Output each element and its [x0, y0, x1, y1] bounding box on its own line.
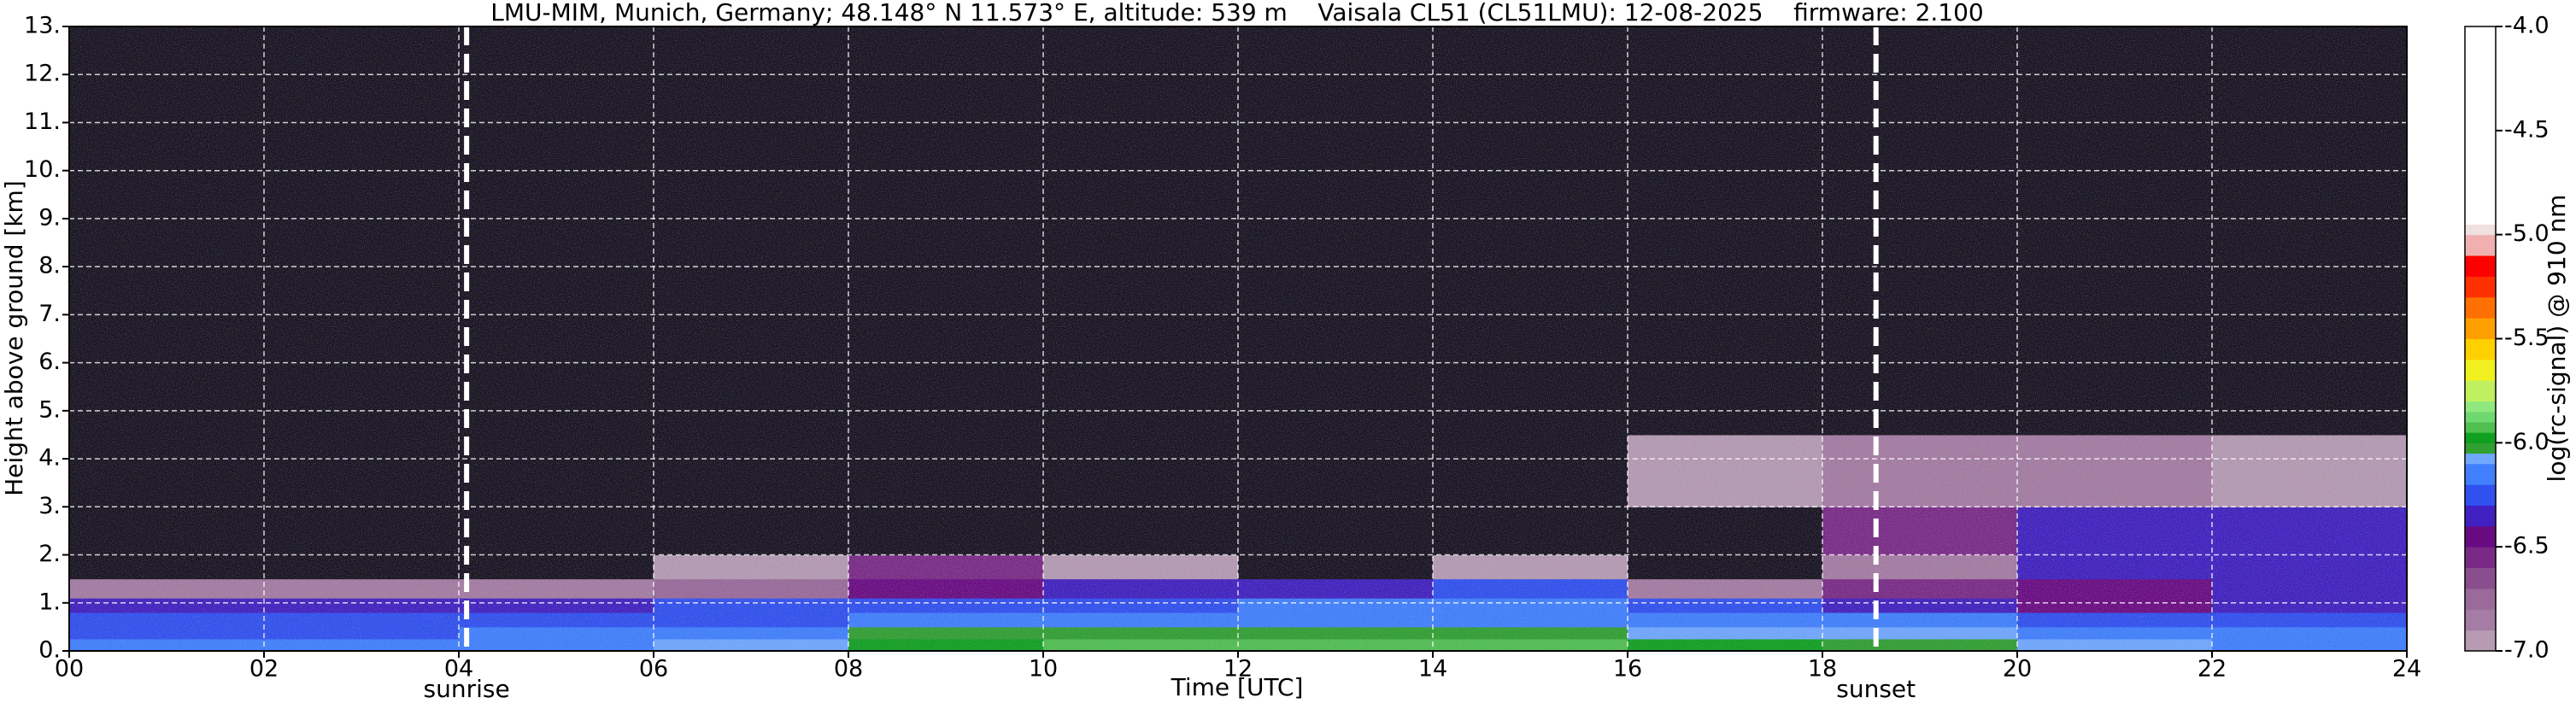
x-axis-label: Time [UTC] [1171, 673, 1304, 701]
colorbar-tick-label: -5.0 [2504, 220, 2550, 247]
colorbar-segment [2465, 26, 2496, 225]
colorbar-tick-label: -5.5 [2504, 325, 2550, 351]
colorbar-tick-label: -6.5 [2504, 533, 2550, 560]
colorbar-tick-label: -4.5 [2504, 116, 2550, 143]
colorbar-segment [2465, 411, 2496, 423]
y-tick-label: 12. [24, 61, 61, 87]
x-tick-label: 16 [1613, 656, 1642, 683]
colorbar-segment [2465, 338, 2496, 360]
colorbar-segment [2465, 505, 2496, 527]
colorbar-label: log(rc-signal) @ 910 nm [2543, 195, 2571, 483]
y-tick-label: 11. [24, 108, 61, 135]
x-tick-label: 24 [2392, 656, 2421, 683]
y-tick-label: 7. [38, 301, 61, 327]
x-tick-label: 00 [55, 656, 84, 683]
y-tick-label: 2. [38, 541, 61, 567]
colorbar-segment [2465, 463, 2496, 485]
event-label: sunset [1836, 675, 1916, 703]
colorbar-segment [2465, 630, 2496, 652]
colorbar-segment [2465, 567, 2496, 589]
x-tick-label: 08 [834, 656, 863, 683]
x-tick-label: 12 [1223, 656, 1253, 683]
event-label: sunrise [424, 675, 510, 703]
colorbar-segment [2465, 234, 2496, 256]
x-tick-label: 02 [249, 656, 279, 683]
x-tick-label: 14 [1418, 656, 1447, 683]
colorbar-segment [2465, 453, 2496, 465]
x-tick-label: 10 [1029, 656, 1058, 683]
y-tick-label: 8. [38, 253, 61, 279]
colorbar-segment [2465, 442, 2496, 454]
x-tick-label: 06 [639, 656, 668, 683]
colorbar-segment [2465, 224, 2496, 236]
colorbar-segment [2465, 547, 2496, 569]
chart-title: LMU-MIM, Munich, Germany; 48.148° N 11.5… [490, 0, 1984, 26]
colorbar-segment [2465, 432, 2496, 443]
colorbar-segment [2465, 296, 2496, 319]
plot-frame [68, 26, 2408, 652]
y-tick-label: 6. [38, 349, 61, 375]
y-tick-label: 9. [38, 204, 61, 231]
colorbar-tick-label: -6.0 [2504, 429, 2550, 455]
colorbar-segment [2465, 276, 2496, 298]
colorbar-segment [2465, 484, 2496, 506]
y-tick-label: 0. [38, 637, 61, 664]
colorbar-segment [2465, 588, 2496, 610]
colorbar-segment [2465, 359, 2496, 381]
x-tick-label: 18 [1808, 656, 1837, 683]
colorbar-tick-label: -4.0 [2504, 13, 2550, 39]
y-axis-label: Height above ground [km] [0, 180, 28, 496]
x-tick-label: 04 [444, 656, 473, 683]
colorbar-segment [2465, 421, 2496, 433]
colorbar-segment [2465, 609, 2496, 631]
colorbar-segment [2465, 255, 2496, 277]
colorbar-tick-label: -7.0 [2504, 637, 2550, 664]
y-tick-label: 3. [38, 493, 61, 519]
y-tick-label: 10. [24, 156, 61, 183]
y-tick-label: 13. [24, 13, 61, 39]
colorbar-segment [2465, 525, 2496, 548]
colorbar-segment [2465, 401, 2496, 413]
x-tick-label: 22 [2198, 656, 2227, 683]
y-tick-label: 1. [38, 589, 61, 615]
colorbar-segment [2465, 318, 2496, 339]
y-tick-label: 4. [38, 445, 61, 472]
y-tick-label: 5. [38, 396, 61, 423]
colorbar-segment [2465, 380, 2496, 402]
x-tick-label: 20 [2003, 656, 2032, 683]
